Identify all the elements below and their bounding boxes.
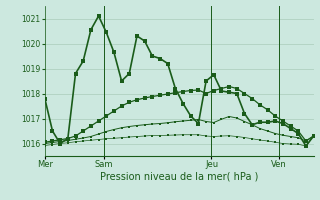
X-axis label: Pression niveau de la mer( hPa ): Pression niveau de la mer( hPa ) bbox=[100, 172, 258, 182]
